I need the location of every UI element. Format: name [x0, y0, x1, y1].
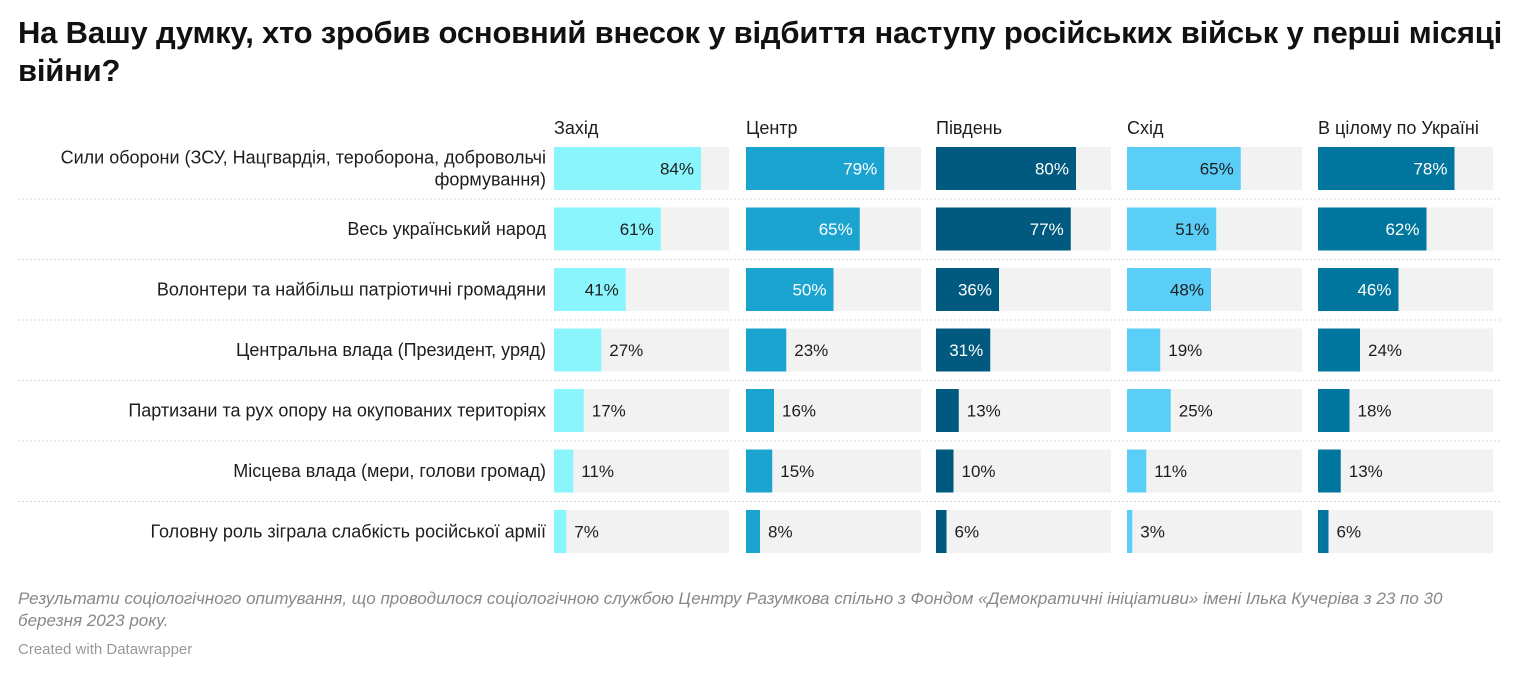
bar-background [746, 510, 921, 553]
bar-background [554, 510, 729, 553]
bar [554, 510, 567, 553]
bar [1127, 147, 1241, 190]
bar [554, 389, 584, 432]
bar [1127, 328, 1161, 372]
category-label: Центральна влада (Президент, уряд) [236, 340, 546, 360]
bar [746, 389, 774, 432]
data-label: 24% [1368, 341, 1402, 360]
data-label: 65% [1200, 160, 1234, 179]
data-label: 48% [1170, 281, 1204, 300]
panel-header: Центр [746, 118, 798, 138]
panel-header: Схід [1127, 118, 1164, 138]
data-label: 46% [1357, 281, 1391, 300]
bar [936, 328, 991, 372]
bar [554, 268, 626, 311]
bar [1318, 449, 1341, 493]
category-label: Місцева влада (мери, голови громад) [233, 461, 546, 481]
data-label: 80% [1035, 160, 1069, 179]
bar [936, 147, 1076, 190]
data-label: 77% [1030, 220, 1064, 239]
category-label: Весь український народ [347, 219, 546, 239]
bar [1318, 147, 1455, 190]
bar [1127, 268, 1211, 311]
category-label: Головну роль зіграла слабкість російсько… [151, 522, 547, 542]
bar [936, 207, 1071, 251]
data-label: 8% [768, 523, 793, 542]
data-label: 13% [967, 402, 1001, 421]
bar [746, 510, 760, 553]
bar-background [1318, 449, 1493, 493]
bar-background [936, 389, 1111, 432]
data-label: 6% [1337, 523, 1362, 542]
bar-background [1127, 449, 1302, 493]
data-label: 23% [794, 341, 828, 360]
bar [936, 510, 947, 553]
bar [936, 449, 954, 493]
category-label: Волонтери та найбільш патріотичні громад… [157, 280, 546, 300]
bar [746, 449, 773, 493]
bar [1318, 328, 1360, 372]
bar-background [746, 389, 921, 432]
bar [1127, 389, 1171, 432]
data-label: 41% [585, 281, 619, 300]
data-label: 78% [1413, 160, 1447, 179]
bar [936, 389, 959, 432]
chart-credit: Created with Datawrapper [18, 641, 193, 658]
bar [746, 147, 885, 190]
data-label: 15% [780, 462, 814, 481]
bar-background [1127, 510, 1302, 553]
data-label: 25% [1179, 402, 1213, 421]
bar [1318, 389, 1350, 432]
chart-notes: Результати соціологічного опитування, що… [18, 589, 1443, 630]
bar [1318, 510, 1329, 553]
data-label: 79% [843, 160, 877, 179]
data-label: 7% [574, 523, 599, 542]
data-label: 17% [592, 402, 626, 421]
category-label: Сили оборони (ЗСУ, Нацгвардія, тероборон… [61, 148, 546, 168]
bar [554, 147, 701, 190]
data-label: 11% [1154, 462, 1187, 481]
category-label: формування) [435, 170, 546, 190]
bar [1127, 449, 1147, 493]
bar [936, 268, 999, 311]
data-label: 65% [819, 220, 853, 239]
data-label: 13% [1349, 462, 1383, 481]
data-label: 19% [1168, 341, 1202, 360]
panel-header: В цілому по Україні [1318, 118, 1479, 138]
bar [554, 207, 661, 251]
bar [554, 449, 574, 493]
bar [746, 268, 834, 311]
data-label: 11% [581, 462, 614, 481]
data-label: 16% [782, 402, 816, 421]
data-label: 6% [955, 523, 980, 542]
bar [1127, 207, 1217, 251]
bar-background [746, 449, 921, 493]
bar [746, 328, 787, 372]
bar-chart: Захід Центр Південь Схід В цілому по Україні… [18, 118, 1500, 553]
data-label: 36% [958, 281, 992, 300]
data-label: 10% [962, 462, 996, 481]
data-label: 84% [660, 160, 694, 179]
data-label: 18% [1358, 402, 1392, 421]
bar-background [936, 510, 1111, 553]
bar [746, 207, 860, 251]
panel-header: Південь [936, 118, 1002, 138]
bar-background [1318, 510, 1493, 553]
category-label: Партизани та рух опору на окупованих тер… [128, 401, 546, 421]
bar [1318, 268, 1399, 311]
data-label: 51% [1175, 220, 1209, 239]
data-label: 61% [620, 220, 654, 239]
bar [554, 328, 602, 372]
bar-background [936, 449, 1111, 493]
panel-header: Захід [554, 118, 599, 138]
data-label: 50% [792, 281, 826, 300]
bar [1318, 207, 1427, 251]
data-label: 62% [1385, 220, 1419, 239]
data-label: 3% [1140, 523, 1165, 542]
bar-background [554, 449, 729, 493]
data-label: 31% [949, 341, 983, 360]
bar [1127, 510, 1133, 553]
data-label: 27% [609, 341, 643, 360]
chart-title: На Вашу думку, хто зробив основний внесо… [18, 15, 1503, 88]
